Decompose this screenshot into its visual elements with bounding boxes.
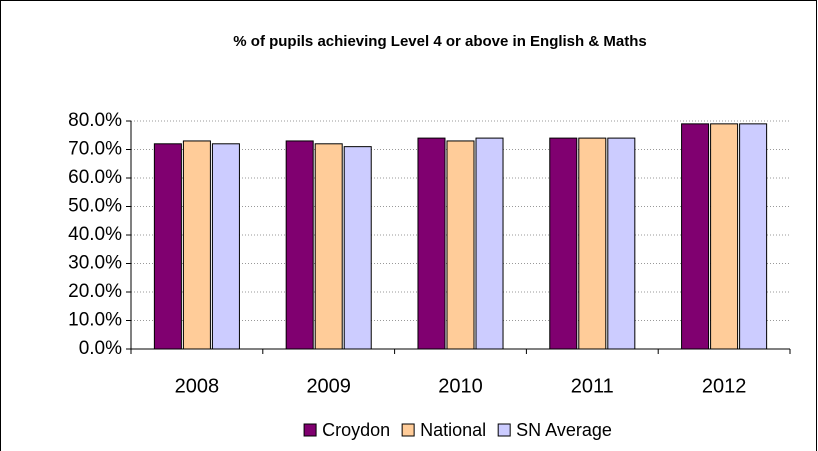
bar xyxy=(475,137,504,350)
y-tick-label: 60.0% xyxy=(68,167,122,188)
y-tick-label: 40.0% xyxy=(68,224,122,245)
bar xyxy=(211,143,240,350)
x-tick-label: 2008 xyxy=(175,375,220,397)
y-tick-label: 10.0% xyxy=(68,310,122,331)
bar xyxy=(578,137,607,350)
legend-swatch xyxy=(401,423,415,437)
bar xyxy=(153,143,182,350)
legend-label: Croydon xyxy=(322,420,390,440)
bar xyxy=(710,123,739,350)
chart-title: % of pupils achieving Level 4 or above i… xyxy=(233,33,646,50)
x-tick-label: 2010 xyxy=(438,375,483,397)
bar xyxy=(343,146,372,350)
legend-label: National xyxy=(420,420,486,440)
bar xyxy=(417,137,446,350)
y-tick-label: 70.0% xyxy=(68,139,122,160)
y-tick-label: 20.0% xyxy=(68,281,122,302)
x-tick-label: 2012 xyxy=(702,375,747,397)
legend-label: SN Average xyxy=(516,420,612,440)
y-tick-label: 80.0% xyxy=(68,110,122,131)
y-tick-label: 30.0% xyxy=(68,253,122,274)
bar xyxy=(446,140,475,350)
bar xyxy=(182,140,211,350)
legend-swatch xyxy=(497,423,511,437)
bar xyxy=(285,140,314,350)
legend-swatch xyxy=(303,423,317,437)
x-tick-label: 2011 xyxy=(571,375,614,397)
bar xyxy=(607,137,636,350)
bar xyxy=(314,143,343,350)
y-tick-label: 0.0% xyxy=(79,338,122,359)
bar xyxy=(681,123,710,350)
bar xyxy=(549,137,578,350)
x-tick-label: 2009 xyxy=(306,375,351,397)
y-tick-label: 50.0% xyxy=(68,196,122,217)
bar xyxy=(739,123,768,350)
